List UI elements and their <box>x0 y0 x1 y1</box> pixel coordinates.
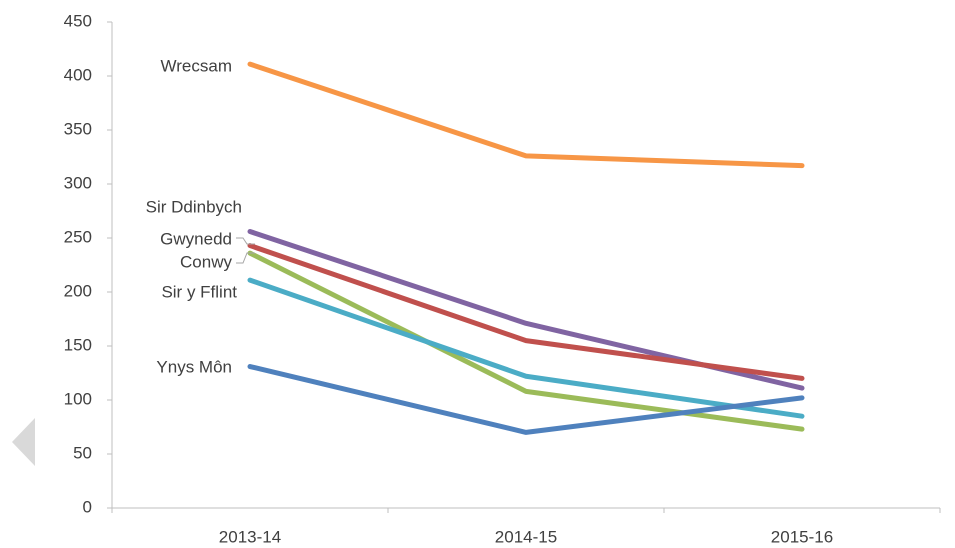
series-label: Sir Ddinbych <box>146 197 242 216</box>
series-label: Gwynedd <box>160 229 232 248</box>
x-tick-label: 2013-14 <box>219 527 281 546</box>
x-tick-label: 2015-16 <box>771 527 833 546</box>
y-tick-label: 450 <box>64 11 92 30</box>
series-line <box>247 364 805 435</box>
y-tick-label: 300 <box>64 173 92 192</box>
series-label: Wrecsam <box>161 56 232 75</box>
y-tick-label: 400 <box>64 65 92 84</box>
leader-line <box>236 252 255 264</box>
x-tick-label: 2014-15 <box>495 527 557 546</box>
y-tick-label: 200 <box>64 281 92 300</box>
series-line <box>247 61 805 169</box>
series-line <box>247 250 805 432</box>
y-tick-label: 100 <box>64 389 92 408</box>
y-tick-label: 150 <box>64 335 92 354</box>
leader-line <box>236 237 255 245</box>
y-tick-label: 0 <box>83 497 92 516</box>
prev-arrow[interactable] <box>12 418 35 466</box>
series-label: Conwy <box>180 252 232 271</box>
series-label: Ynys Môn <box>156 357 232 376</box>
series-line <box>247 243 805 381</box>
y-tick-label: 350 <box>64 119 92 138</box>
y-tick-label: 50 <box>73 443 92 462</box>
y-tick-label: 250 <box>64 227 92 246</box>
series-label: Sir y Fflint <box>161 282 237 301</box>
series-line <box>247 277 805 419</box>
